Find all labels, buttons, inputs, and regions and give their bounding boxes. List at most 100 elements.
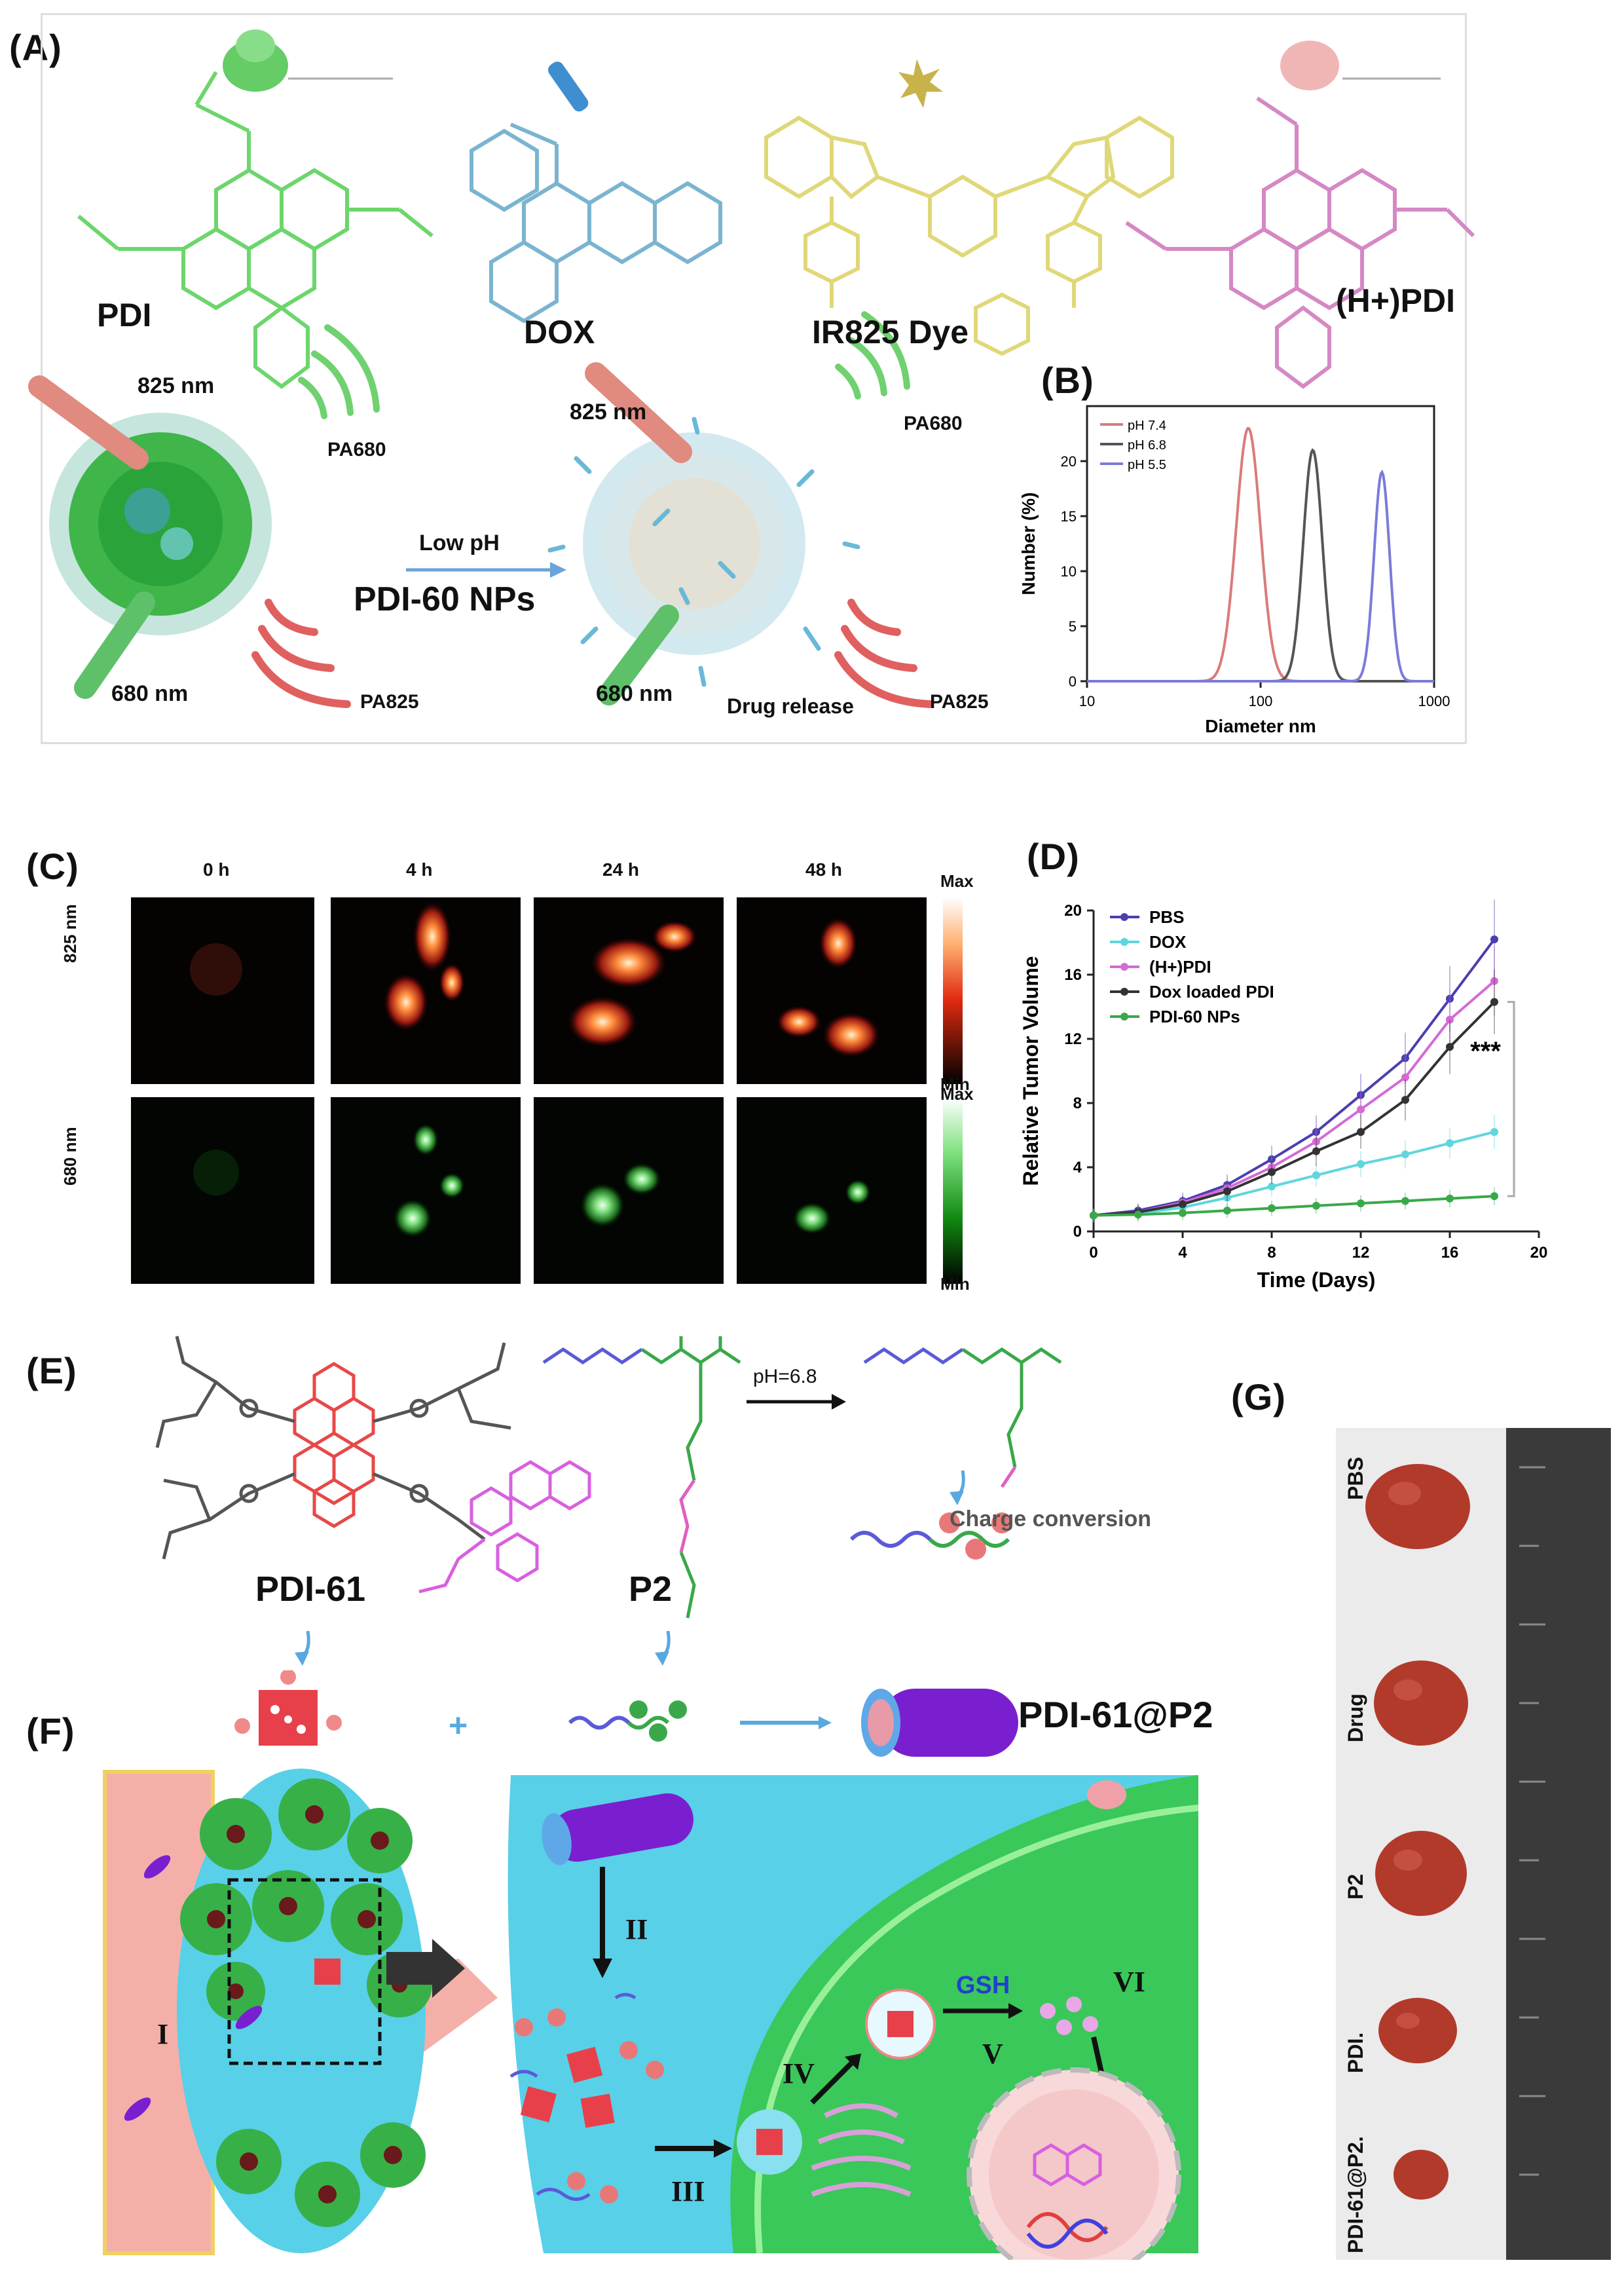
chart-d-point-4-4 (1268, 1204, 1276, 1212)
chart-d-ylabel: Relative Tumor Volume (1019, 956, 1043, 1186)
chart-d-point-3-2 (1179, 1200, 1187, 1209)
chart-d-legend-marker-3 (1120, 988, 1128, 996)
label-low-ph: Low pH (419, 531, 500, 555)
chart-d-point-0-7 (1401, 1054, 1409, 1062)
arrow-down-p2 (655, 1651, 669, 1666)
time-label-4h: 4 h (406, 859, 433, 880)
label-drug-release: Drug release (727, 694, 854, 718)
tumor-label-pbs: PBS (1344, 1457, 1367, 1500)
zoom-box (227, 1878, 382, 2065)
label-pa680-left: PA680 (327, 439, 386, 460)
pa-image-680-48h (737, 1097, 927, 1284)
zoom-arrow (386, 1939, 465, 1998)
laser-680-right (598, 605, 679, 705)
chart-d-point-0-6 (1357, 1091, 1365, 1099)
chart-d-xtick-label: 12 (1352, 1244, 1370, 1262)
chart-d-point-4-8 (1446, 1194, 1454, 1203)
chart-d-point-3-8 (1446, 1043, 1454, 1051)
ir825-star (898, 59, 943, 108)
signal-680-48h (792, 1179, 871, 1235)
tumor-photo-artwork (1365, 1464, 1545, 2200)
chart-b-legend-label-0: pH 7.4 (1128, 419, 1166, 433)
chart-d-point-1-9 (1490, 1128, 1498, 1136)
chart-d-significance-bracket (1507, 1001, 1515, 1197)
label-pdi61-p2: PDI-61@P2 (1018, 1694, 1213, 1735)
pdi61-dendrons (155, 1336, 511, 1560)
chart-d-legend-label-4: PDI-60 NPs (1149, 1007, 1240, 1026)
chart-d-series-line-3 (1093, 1001, 1496, 1217)
label-ph-6-8: pH=6.8 (753, 1366, 817, 1387)
chart-d-point-3-9 (1490, 998, 1498, 1006)
colorbar-825 (943, 897, 963, 1084)
label-ir825: IR825 Dye (812, 314, 969, 350)
panel-letter-d: (D) (1027, 836, 1080, 877)
colorbar-680 (943, 1097, 963, 1284)
chart-d-point-1-7 (1401, 1150, 1409, 1159)
pa-image-825-24h (534, 897, 724, 1084)
pa-waves-top-right (835, 311, 910, 400)
chart-d-point-4-3 (1223, 1207, 1231, 1215)
chart-d-point-4-7 (1401, 1197, 1409, 1205)
chart-b: 10 100 1000 0 5 10 15 20 Diameter nm Number (%) pH… (1018, 405, 1450, 736)
dox-molecule (470, 122, 722, 324)
time-label-48h: 48 h (805, 859, 843, 880)
label-plus: + (449, 1707, 468, 1744)
released-cubes (520, 2046, 615, 2128)
pa-waves-bottom-left (251, 599, 351, 708)
tumor-label-pdi: PDI. (1344, 2032, 1367, 2073)
chart-b-xtick-label: 100 (1249, 693, 1273, 709)
label-gsh: GSH (956, 1972, 1010, 1999)
label-dox: DOX (524, 314, 595, 350)
np-right (547, 417, 860, 687)
laser-825-left (28, 375, 149, 470)
chart-d-legend-label-0: PBS (1149, 907, 1184, 927)
chart-b-legend-label-1: pH 6.8 (1128, 438, 1166, 453)
colorbar-825-max: Max (940, 871, 974, 891)
chart-d-xtick-label: 20 (1530, 1244, 1548, 1262)
chart-d-series-line-0 (1093, 938, 1496, 1217)
label-825nm-left: 825 nm (138, 373, 215, 398)
chart-b-ytick-label: 10 (1061, 563, 1077, 580)
panel-letter-b: (B) (1041, 360, 1094, 401)
pa-waves-bottom-right (834, 599, 934, 708)
chart-d-ytick-label: 4 (1073, 1159, 1082, 1176)
label-825nm-right: 825 nm (570, 400, 647, 424)
chart-b-ytick-label: 15 (1061, 508, 1077, 525)
chart-d-point-4-9 (1490, 1192, 1498, 1201)
laser-680-left (74, 591, 155, 699)
step-v: V (982, 2038, 1003, 2070)
colorbar-680-max: Max (940, 1084, 974, 1104)
panel-letter-e: (E) (26, 1350, 77, 1391)
colorbar-680-min: Min (940, 1274, 970, 1294)
excised-tumors (1365, 1464, 1470, 2200)
panel-letter-f: (F) (26, 1710, 75, 1752)
charged-polymer (849, 1512, 1012, 1560)
step-vi: VI (1113, 1966, 1145, 1998)
pa-waves-top-left (298, 324, 380, 419)
label-p2: P2 (629, 1569, 673, 1609)
converted-polymer (863, 1347, 1062, 1488)
ir825-molecule (764, 115, 1174, 356)
signal-680-24h (580, 1163, 661, 1228)
panel-letter-a: (A) (9, 27, 62, 68)
p2-chain (568, 1700, 687, 1742)
drug-molecule (418, 1460, 591, 1594)
chart-d-xtick-label: 4 (1178, 1244, 1187, 1262)
time-label-24h: 24 h (602, 859, 640, 880)
chart-b-series-line-1 (1087, 448, 1434, 683)
chart-d-point-4-1 (1134, 1210, 1142, 1219)
chart-d-point-2-7 (1401, 1073, 1409, 1081)
chart-d-point-3-3 (1223, 1187, 1231, 1195)
chart-d-xlabel: Time (Days) (1257, 1268, 1376, 1292)
nanorod-in-space (542, 1793, 693, 1866)
tumor-label-drug: Drug (1344, 1693, 1367, 1742)
chart-d-legend-label-2: (H+)PDI (1149, 957, 1211, 977)
chart-d-point-1-6 (1357, 1160, 1365, 1169)
chart-d-point-0-5 (1312, 1128, 1320, 1136)
chart-d-point-1-4 (1268, 1182, 1276, 1191)
arrow-down-pdi61 (295, 1651, 309, 1666)
ruler (1506, 1428, 1611, 2260)
step-i: I (157, 2018, 169, 2050)
chart-d-legend-marker-0 (1120, 913, 1128, 921)
chart-d: 0 4 8 12 16 20 0 4 8 12 16 20 Time (Days) Relative Tu… (1019, 899, 1548, 1292)
